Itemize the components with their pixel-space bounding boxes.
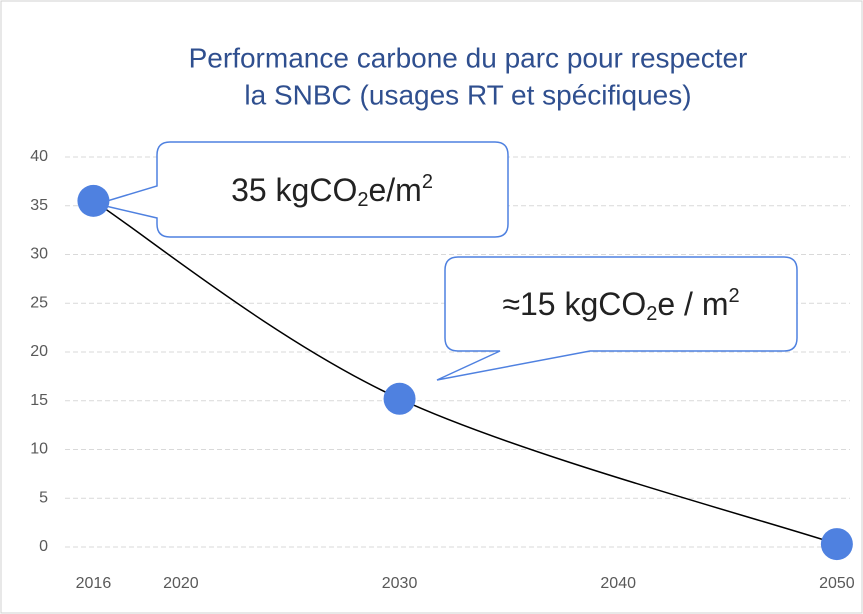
y-tick-label: 35 <box>30 197 48 214</box>
x-tick-label: 2050 <box>819 575 855 592</box>
y-tick-label: 30 <box>30 246 48 263</box>
callout-box <box>436 256 798 381</box>
x-tick-label: 2016 <box>76 575 112 592</box>
data-point <box>820 528 853 561</box>
callout-text: ≈15 kgCO2e / m2 <box>502 285 739 325</box>
callout-subscript: 2 <box>357 189 368 211</box>
callout-part: e / m <box>657 286 728 322</box>
y-tick-label: 10 <box>30 441 48 458</box>
callout-part: ≈15 kgCO <box>502 286 646 322</box>
x-tick-label: 2030 <box>382 575 418 592</box>
callout-part: 35 kgCO <box>231 172 357 208</box>
callout-superscript: 2 <box>728 285 739 307</box>
chart-title-line: Performance carbone du parc pour respect… <box>189 42 748 73</box>
y-tick-label: 5 <box>39 489 48 506</box>
chart-title-line: la SNBC (usages RT et spécifiques) <box>244 79 691 110</box>
data-point <box>383 382 416 415</box>
markers <box>77 184 853 561</box>
y-tick-label: 0 <box>39 538 48 555</box>
x-tick-label: 2040 <box>600 575 636 592</box>
callout-part: e/m <box>368 172 421 208</box>
y-tick-label: 20 <box>30 343 48 360</box>
data-point <box>77 184 110 217</box>
callout-text: 35 kgCO2e/m2 <box>231 171 433 211</box>
y-tick-label: 15 <box>30 392 48 409</box>
callout-superscript: 2 <box>422 171 433 193</box>
y-tick-label: 40 <box>30 148 48 165</box>
x-tick-label: 2020 <box>163 575 199 592</box>
callout-subscript: 2 <box>646 303 657 325</box>
plot-area: 0 5 10 15 20 25 30 35 40 2016 2020 2030 2040 2050 <box>30 148 855 592</box>
y-tick-label: 25 <box>30 294 48 311</box>
callout-box <box>94 141 509 238</box>
